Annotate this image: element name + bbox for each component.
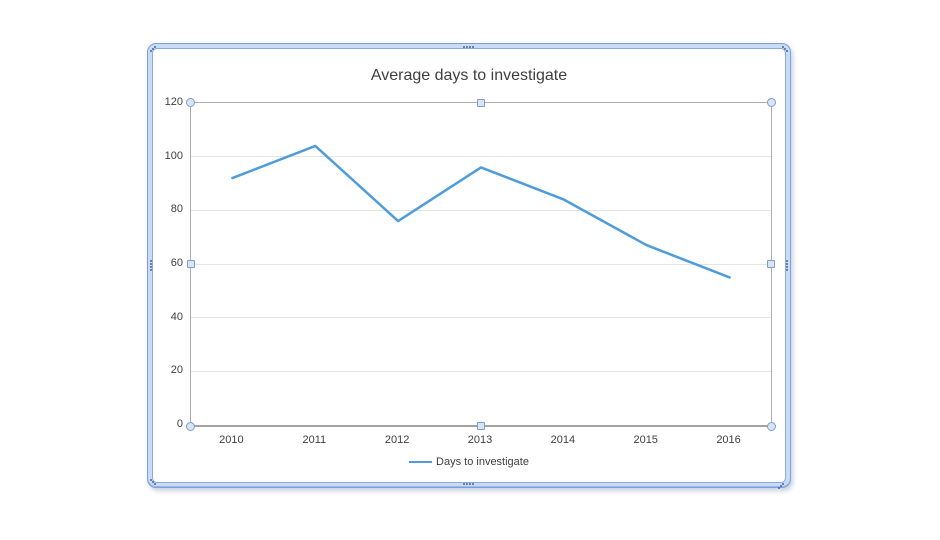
y-axis-tick-label: 60	[170, 257, 183, 269]
selection-handle-bottom-center[interactable]	[477, 422, 485, 430]
gridline-40	[191, 317, 771, 319]
corner-grip-top-right-icon[interactable]	[782, 46, 784, 48]
gridline-100	[191, 156, 771, 158]
legend[interactable]: Days to investigate	[153, 456, 785, 468]
corner-grip-top-left-icon[interactable]	[150, 50, 152, 52]
selection-handle-middle-right[interactable]	[767, 260, 775, 268]
chart-object-frame[interactable]: Average days to investigate 0 20 40 60 80 100…	[147, 43, 791, 488]
x-axis-category-label: 2010	[219, 434, 244, 446]
selection-handle-top-right[interactable]	[767, 98, 776, 107]
x-axis-category-label: 2014	[550, 434, 576, 446]
selection-handle-middle-left[interactable]	[187, 260, 195, 268]
x-axis-category-label: 2013	[467, 434, 493, 446]
drag-dots-left-icon[interactable]	[150, 259, 152, 262]
y-axis-tick-label: 20	[170, 364, 183, 377]
selection-handle-top-center[interactable]	[477, 99, 485, 107]
chart-area: Average days to investigate 0 20 40 60 80 100…	[152, 48, 786, 483]
legend-line-swatch-icon	[409, 461, 433, 463]
selection-handle-top-left[interactable]	[186, 98, 195, 107]
selection-handle-bottom-right[interactable]	[767, 422, 776, 431]
drag-dots-top-icon[interactable]	[463, 46, 465, 48]
x-axis-category-label: 2012	[384, 434, 410, 446]
legend-label: Days to investigate	[436, 456, 529, 468]
series-plot-svg	[231, 144, 731, 279]
gridline-60	[191, 263, 771, 265]
series-line-days-to-investigate[interactable]	[231, 144, 731, 279]
y-axis-tick-label: 100	[164, 149, 183, 162]
drag-dots-right-icon[interactable]	[786, 259, 788, 262]
y-axis-tick-label: 40	[170, 310, 183, 323]
corner-grip-bottom-left-icon[interactable]	[150, 479, 152, 481]
x-axis-category-label: 2015	[633, 434, 658, 446]
gridline-20	[191, 370, 771, 372]
chart-title[interactable]: Average days to investigate	[370, 67, 568, 84]
x-axis-category-label: 2016	[716, 434, 741, 446]
gridline-80	[191, 209, 771, 211]
corner-grip-bottom-right-icon[interactable]	[782, 483, 784, 485]
y-axis-tick-label: 80	[170, 203, 183, 216]
y-axis-tick-label: 120	[164, 96, 183, 108]
selection-handle-bottom-left[interactable]	[186, 422, 195, 431]
plot-area[interactable]	[186, 98, 776, 431]
x-axis-category-label: 2011	[302, 434, 327, 446]
y-axis-tick-label: 0	[176, 418, 183, 430]
drag-dots-bottom-icon[interactable]	[463, 483, 465, 485]
